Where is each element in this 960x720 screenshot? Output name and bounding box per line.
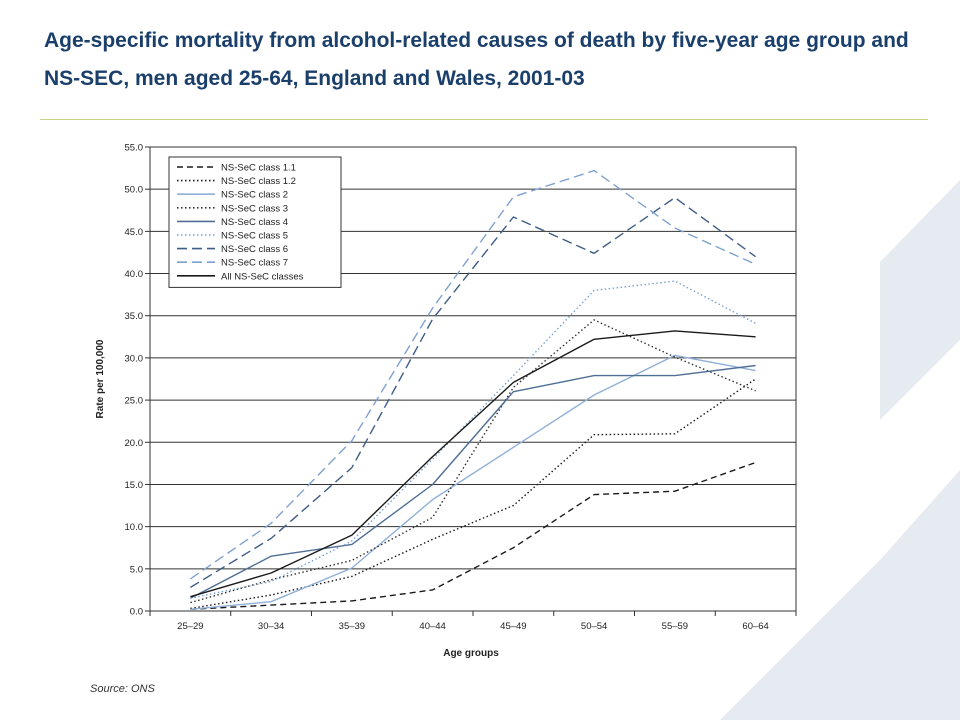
series-line-6 [190, 196, 757, 588]
y-tick-label: 10.0 [125, 522, 144, 533]
y-tick-label: 35.0 [125, 311, 144, 322]
legend-label-4: NS-SeC class 4 [221, 217, 288, 228]
series-line-1 [190, 378, 756, 610]
slide-title: Age-specific mortality from alcohol-rela… [44, 29, 909, 90]
y-axis-title: Rate per 100,000 [95, 339, 106, 418]
series-line-0 [190, 461, 756, 610]
y-tick-label: 50.0 [125, 185, 144, 196]
chart-series-group [190, 169, 757, 610]
background-chevron-upper [880, 180, 960, 420]
legend-label-0: NS-SeC class 1.1 [221, 163, 296, 174]
x-tick-label: 45–49 [500, 621, 526, 632]
chart-legend: NS-SeC class 1.1 NS-SeC class 1.2 NS-SeC c… [168, 156, 342, 288]
x-tick-label: 50–54 [581, 621, 607, 632]
series-line-8 [190, 330, 756, 598]
y-tick-label: 15.0 [125, 480, 144, 491]
legend-label-2: NS-SeC class 2 [221, 190, 288, 201]
title-divider [40, 119, 928, 120]
y-tick-label: 30.0 [125, 353, 144, 364]
y-tick-label: 45.0 [125, 227, 144, 238]
x-tick-label: 60–64 [742, 621, 768, 632]
x-tick-label: 35–39 [339, 621, 365, 632]
y-tick-label: 55.0 [125, 143, 144, 154]
background-chevron-lower [720, 470, 960, 720]
legend-label-5: NS-SeC class 5 [221, 231, 288, 242]
chart-axes: 0.0 5.0 10.0 15.0 20.0 25.0 30.0 35.0 40.0 45.0 50… [125, 143, 797, 632]
x-tick-label: 55–59 [662, 621, 688, 632]
x-axis-title: Age groups [443, 648, 499, 659]
y-tick-label: 0.0 [130, 607, 143, 618]
y-tick-label: 5.0 [130, 564, 143, 575]
y-tick-label: 20.0 [125, 438, 144, 449]
x-tick-label: 40–44 [419, 621, 445, 632]
legend-label-8: All NS-SeC classes [221, 271, 304, 282]
y-tick-label: 25.0 [125, 396, 144, 407]
series-line-7 [190, 169, 756, 580]
series-line-3 [190, 319, 756, 604]
series-line-4 [190, 364, 756, 599]
x-tick-label: 30–34 [258, 621, 284, 632]
legend-label-7: NS-SeC class 7 [221, 258, 288, 269]
y-tick-label: 40.0 [125, 269, 144, 280]
legend-label-1: NS-SeC class 1.2 [221, 176, 296, 187]
legend-label-3: NS-SeC class 3 [221, 203, 288, 214]
source-note: Source: ONS [90, 683, 155, 695]
series-line-5 [190, 280, 756, 599]
legend-label-6: NS-SeC class 6 [221, 244, 288, 255]
series-line-2 [190, 354, 756, 610]
x-tick-label: 25–29 [177, 621, 203, 632]
